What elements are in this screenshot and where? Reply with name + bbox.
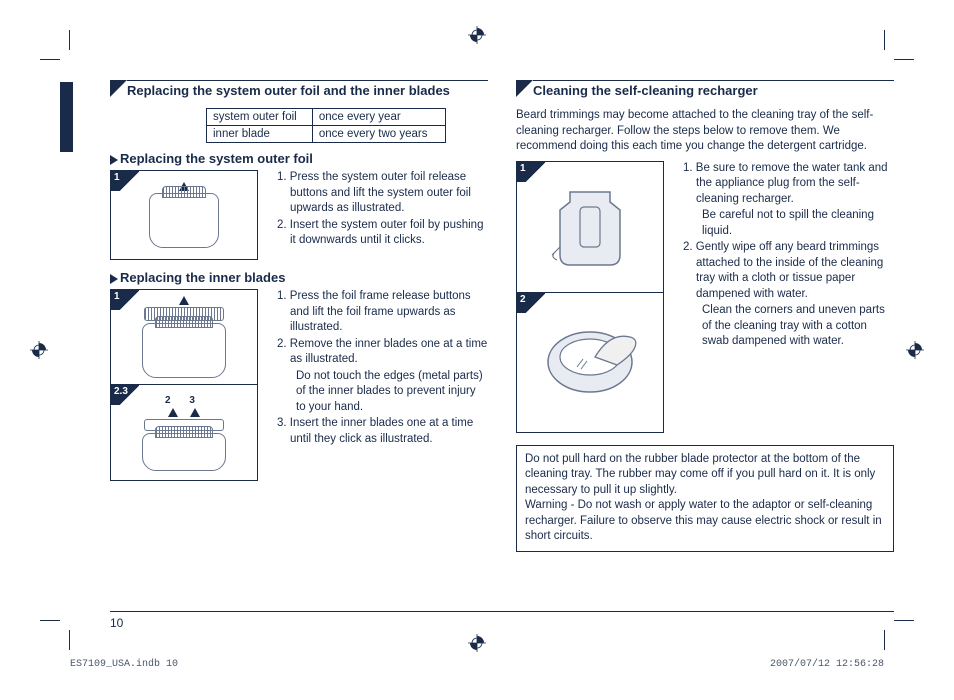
section-title: Cleaning the self-cleaning recharger [533,80,894,102]
table-cell: system outer foil [207,109,313,126]
registration-mark [468,634,486,652]
section-heading-cleaning: Cleaning the self-cleaning recharger [516,80,894,102]
figure-cleaning-2: 2 [516,293,664,433]
figure-badge: 1 [111,290,139,310]
footer-timestamp: 2007/07/12 12:56:28 [770,659,884,670]
warning-box: Do not pull hard on the rubber blade pro… [516,445,894,552]
subheading-inner-blades: Replacing the inner blades [110,270,488,285]
illustration-icon [517,293,663,432]
left-column: Replacing the system outer foil and the … [110,80,488,552]
figure-cleaning-1: 1 [516,161,664,293]
figure-badge: 2 [517,293,545,313]
figure-badge: 1 [111,171,139,191]
footer-file: ES7109_USA.indb 10 [70,659,178,670]
steps-cleaning: 1. Be sure to remove the water tank and … [672,161,894,433]
figure-inner-blades-1: 1 [110,289,258,385]
section-title: Replacing the system outer foil and the … [127,80,488,102]
registration-mark [468,26,486,44]
figure-inner-blades-2: 2.3 2 3 [110,385,258,481]
registration-mark [30,341,48,359]
section-heading-replacing: Replacing the system outer foil and the … [110,80,488,102]
subheading-outer-foil: Replacing the system outer foil [110,151,488,166]
figure-outer-foil: 1 [110,170,258,260]
language-label: English [64,106,74,142]
print-footer: ES7109_USA.indb 10 2007/07/12 12:56:28 [70,659,884,670]
table-cell: once every two years [312,126,445,143]
steps-inner-blades: 1. Press the foil frame release buttons … [266,289,488,481]
intro-text: Beard trimmings may become attached to t… [516,108,894,155]
page-number: 10 [110,616,123,630]
registration-mark [906,341,924,359]
table-cell: inner blade [207,126,313,143]
steps-outer-foil: 1. Press the system outer foil release b… [266,170,488,260]
page-rule [110,611,894,612]
replacement-table: system outer foilonce every year inner b… [206,108,446,143]
figure-badge: 2.3 [111,385,139,405]
figure-badge: 1 [517,162,545,182]
table-cell: once every year [312,109,445,126]
right-column: Cleaning the self-cleaning recharger Bea… [516,80,894,552]
